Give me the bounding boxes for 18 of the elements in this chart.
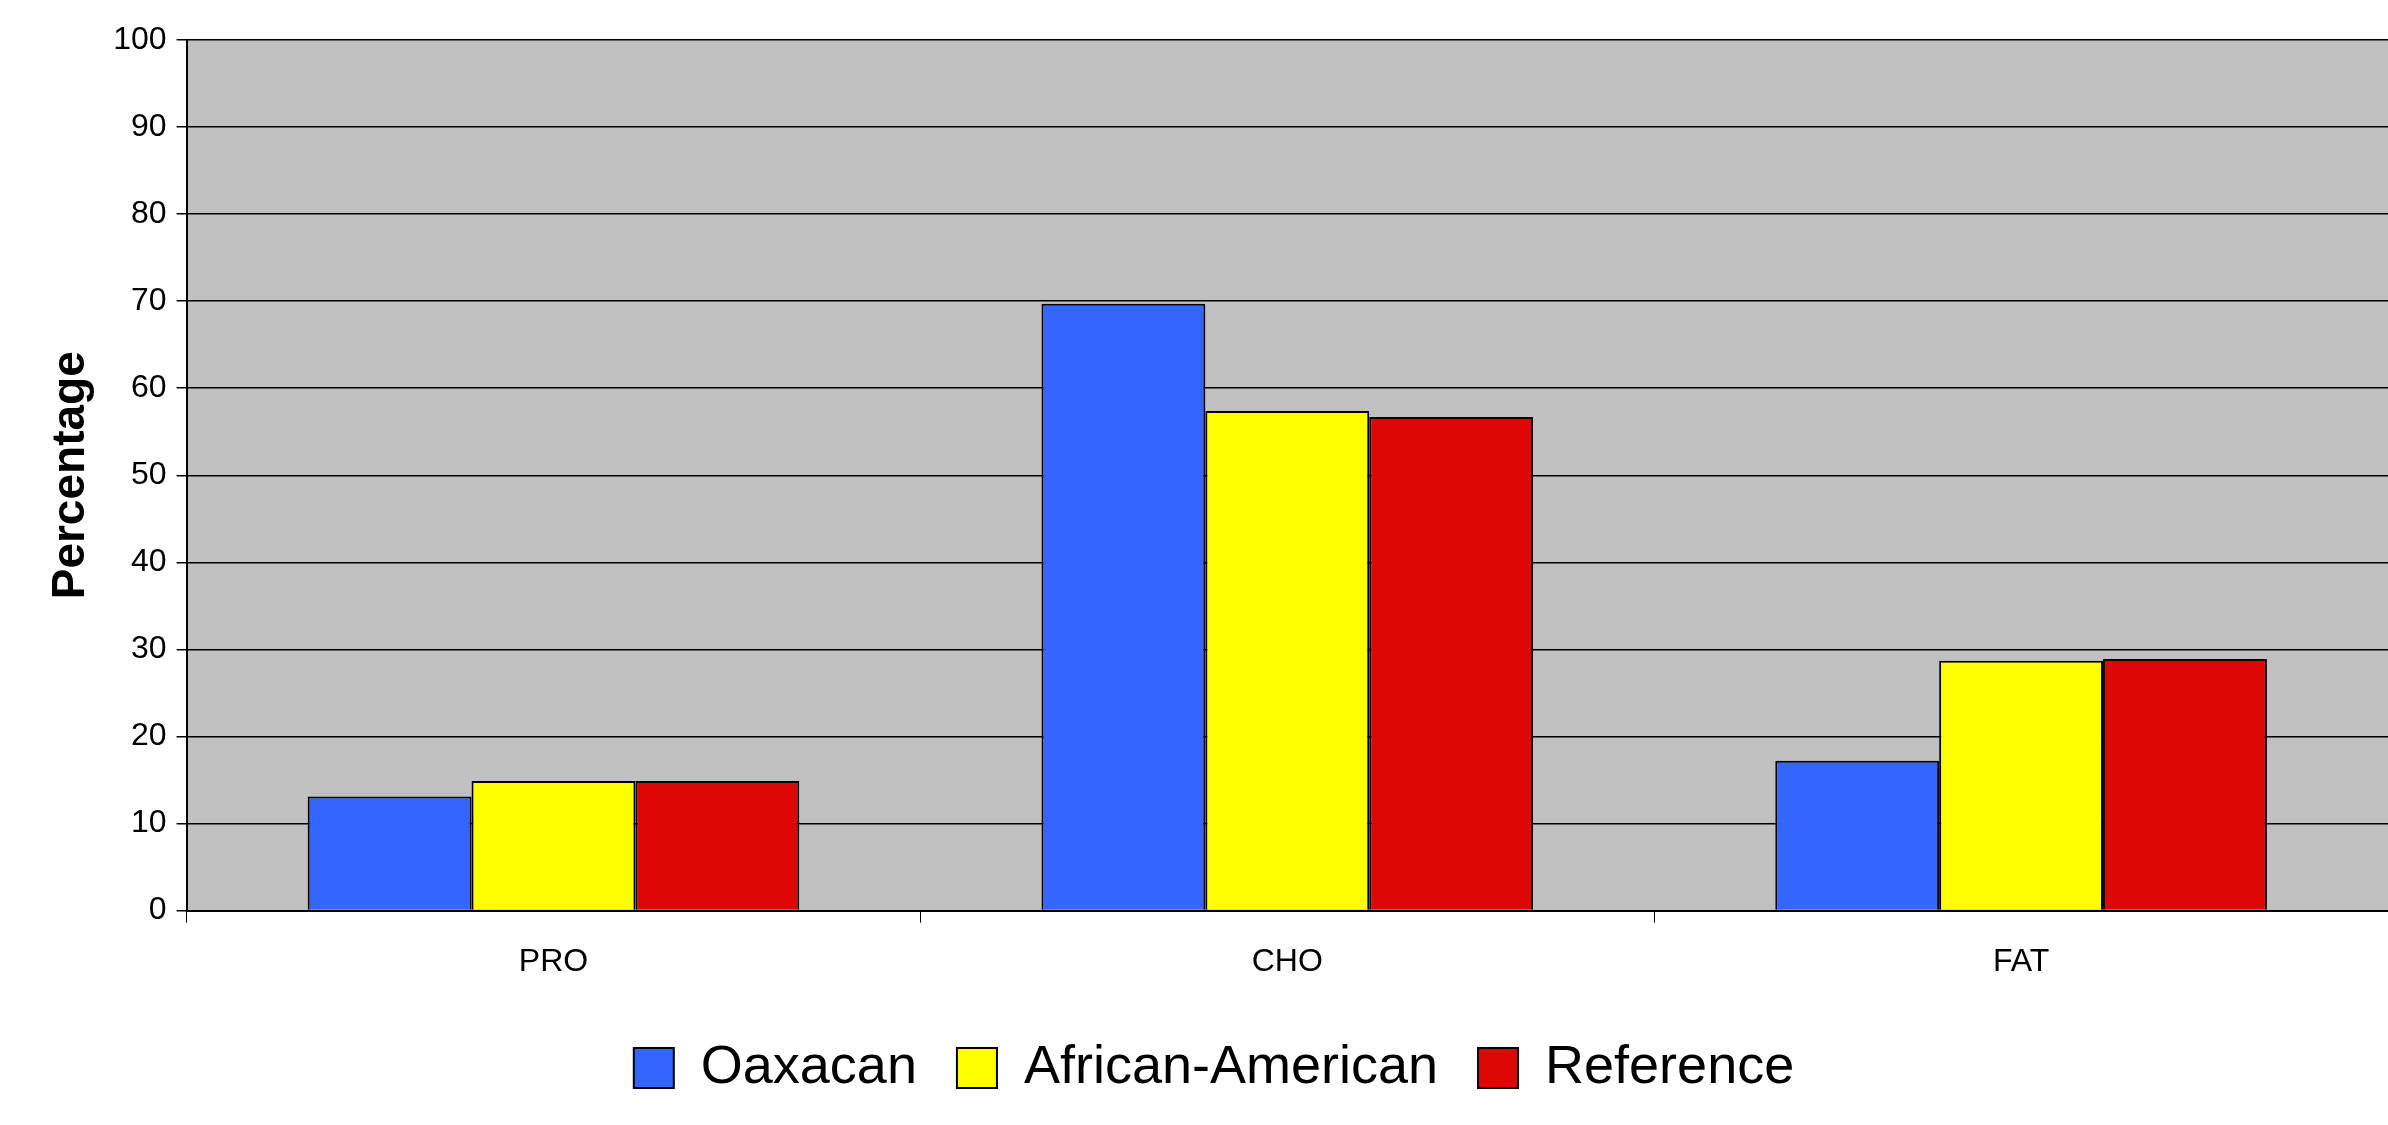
- y-tick-label: 60: [131, 368, 167, 405]
- y-tick-label: 90: [131, 106, 167, 143]
- x-tick-label: CHO: [1251, 941, 1323, 978]
- y-tick-label: 20: [131, 716, 167, 753]
- y-tick-label: 100: [113, 19, 167, 56]
- legend-label: African-American: [1023, 1033, 1439, 1094]
- y-tick-label: 80: [131, 193, 167, 230]
- y-tick-label: 70: [131, 281, 167, 318]
- y-tick-label: 40: [131, 542, 167, 579]
- y-tick-label: 0: [148, 890, 167, 927]
- x-tick-label: FAT: [1992, 941, 2050, 978]
- y-tick-label: 30: [131, 629, 167, 666]
- y-axis-title: Percentage: [42, 351, 95, 600]
- y-tick-label: 10: [131, 803, 167, 840]
- x-tick-label: PRO: [518, 941, 589, 978]
- legend-label: Reference: [1545, 1033, 1795, 1094]
- y-tick-label: 50: [131, 455, 167, 492]
- legend-label: Oaxacan: [700, 1033, 917, 1094]
